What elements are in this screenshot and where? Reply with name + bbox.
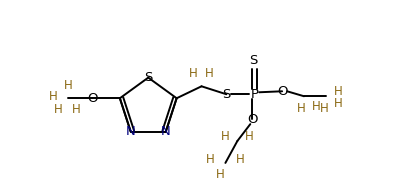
Text: H: H bbox=[236, 153, 245, 166]
Text: H: H bbox=[216, 168, 225, 181]
Text: H: H bbox=[334, 97, 342, 110]
Text: H: H bbox=[49, 90, 58, 103]
Text: S: S bbox=[144, 71, 152, 84]
Text: H: H bbox=[221, 130, 230, 143]
Text: H: H bbox=[320, 102, 328, 115]
Text: H: H bbox=[245, 130, 254, 143]
Text: N: N bbox=[126, 125, 136, 138]
Text: O: O bbox=[277, 85, 287, 98]
Text: O: O bbox=[87, 92, 97, 105]
Text: H: H bbox=[64, 79, 72, 92]
Text: S: S bbox=[222, 88, 230, 101]
Text: H: H bbox=[205, 67, 214, 80]
Text: H: H bbox=[206, 153, 215, 166]
Text: N: N bbox=[161, 125, 171, 138]
Text: H: H bbox=[312, 100, 320, 113]
Text: O: O bbox=[247, 113, 258, 126]
Text: H: H bbox=[72, 103, 80, 116]
Text: H: H bbox=[189, 67, 198, 80]
Text: S: S bbox=[249, 54, 258, 67]
Text: H: H bbox=[297, 102, 306, 115]
Text: H: H bbox=[54, 103, 62, 116]
Text: H: H bbox=[334, 85, 342, 98]
Text: P: P bbox=[250, 88, 258, 101]
